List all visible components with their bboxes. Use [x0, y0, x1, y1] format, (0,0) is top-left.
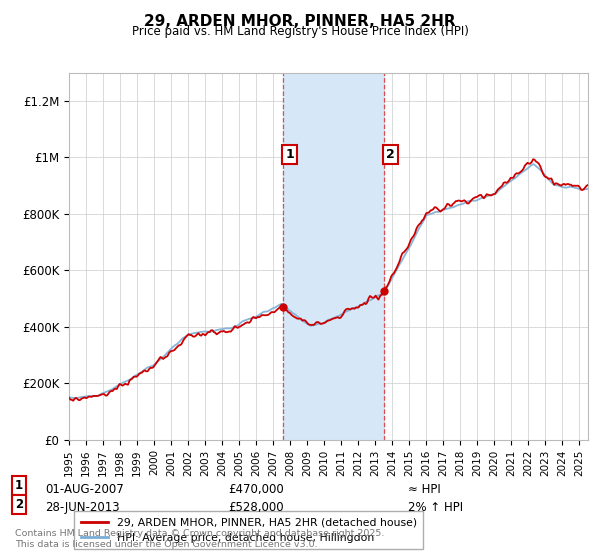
Text: Price paid vs. HM Land Registry's House Price Index (HPI): Price paid vs. HM Land Registry's House …: [131, 25, 469, 38]
Text: 01-AUG-2007: 01-AUG-2007: [45, 483, 124, 496]
Text: 28-JUN-2013: 28-JUN-2013: [45, 501, 119, 515]
Text: 2: 2: [15, 498, 23, 511]
Text: 2% ↑ HPI: 2% ↑ HPI: [408, 501, 463, 515]
Text: 2: 2: [386, 148, 395, 161]
Text: £470,000: £470,000: [228, 483, 284, 496]
Text: £528,000: £528,000: [228, 501, 284, 515]
Bar: [283, 73, 383, 440]
Text: 1: 1: [286, 148, 295, 161]
Legend: 29, ARDEN MHOR, PINNER, HA5 2HR (detached house), HPI: Average price, detached h: 29, ARDEN MHOR, PINNER, HA5 2HR (detache…: [74, 511, 423, 549]
Text: Contains HM Land Registry data © Crown copyright and database right 2025.
This d: Contains HM Land Registry data © Crown c…: [15, 529, 385, 549]
Text: 29, ARDEN MHOR, PINNER, HA5 2HR: 29, ARDEN MHOR, PINNER, HA5 2HR: [144, 14, 456, 29]
Text: 1: 1: [15, 479, 23, 492]
Text: ≈ HPI: ≈ HPI: [408, 483, 441, 496]
